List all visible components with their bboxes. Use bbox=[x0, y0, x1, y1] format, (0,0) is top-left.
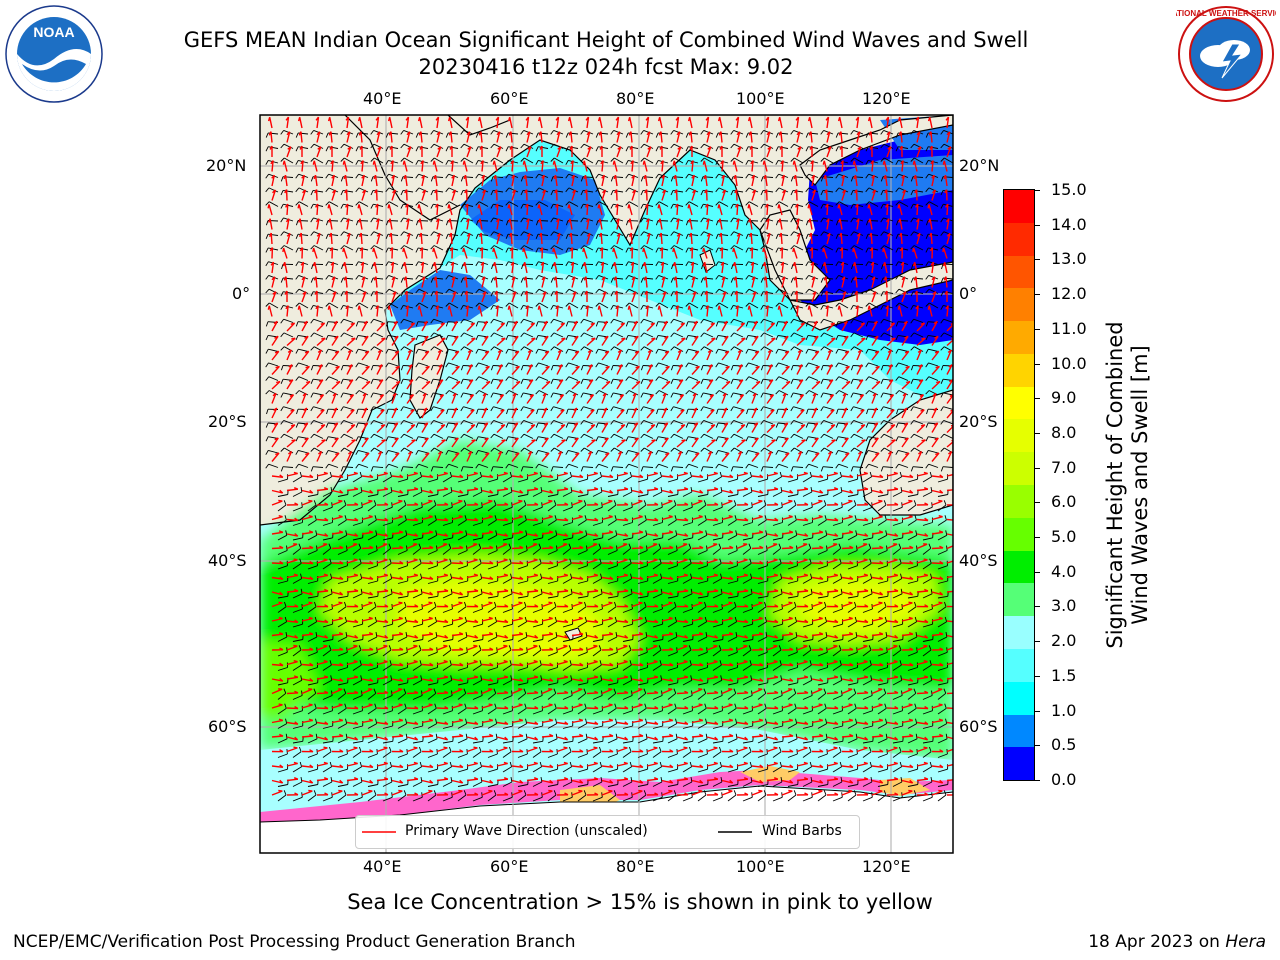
colorbar-tick bbox=[1034, 328, 1040, 330]
lon-tick-top-100e: 100°E bbox=[736, 89, 785, 108]
colorbar-tick bbox=[1034, 398, 1040, 400]
lat-tick-left-60s: 60°S bbox=[208, 717, 247, 736]
colorbar-title: Significant Height of Combined Wind Wave… bbox=[1103, 235, 1153, 735]
colorbar-tick bbox=[1034, 780, 1040, 781]
footer-date: 18 Apr 2023 on Hera bbox=[1088, 932, 1266, 952]
colorbar-segment bbox=[1004, 747, 1034, 781]
colorbar-label: 0.0 bbox=[1051, 770, 1077, 789]
legend-wave-direction: Primary Wave Direction (unscaled) bbox=[405, 823, 648, 839]
colorbar-label: 6.0 bbox=[1051, 492, 1077, 512]
colorbar-label: 8.0 bbox=[1051, 422, 1077, 442]
colorbar-segment bbox=[1004, 222, 1034, 256]
colorbar-tick bbox=[1034, 537, 1040, 539]
colorbar-label: 14.0 bbox=[1051, 214, 1087, 234]
lon-tick-top-40e: 40°E bbox=[363, 89, 402, 108]
chart-title: GEFS MEAN Indian Ocean Significant Heigh… bbox=[183, 28, 1029, 52]
colorbar-label: 0.5 bbox=[1051, 735, 1077, 755]
colorbar-tick bbox=[1034, 467, 1040, 469]
noaa-logo: NOAA bbox=[5, 5, 103, 103]
map-legend: Primary Wave Direction (unscaled) Wind B… bbox=[355, 815, 860, 849]
colorbar-tick bbox=[1034, 641, 1040, 643]
colorbar-tick bbox=[1034, 606, 1040, 608]
colorbar-segment bbox=[1004, 583, 1034, 617]
colorbar-title-line1: Significant Height of Combined bbox=[1103, 321, 1127, 649]
lat-tick-right-60s: 60°S bbox=[959, 717, 998, 736]
lon-tick-bottom-80e: 80°E bbox=[616, 857, 655, 876]
colorbar-tick bbox=[1034, 363, 1040, 365]
lon-tick-bottom-120e: 120°E bbox=[862, 857, 911, 876]
colorbar-label: 3.0 bbox=[1051, 596, 1077, 616]
colorbar-segment bbox=[1004, 321, 1034, 354]
colorbar-title-line2: Wind Waves and Swell [m] bbox=[1128, 345, 1152, 625]
lat-tick-left-40s: 40°S bbox=[208, 551, 247, 570]
colorbar-label: 13.0 bbox=[1051, 249, 1087, 269]
colorbar-label: 1.0 bbox=[1051, 700, 1077, 720]
colorbar-segment bbox=[1004, 616, 1034, 649]
colorbar-segment bbox=[1004, 353, 1034, 387]
lon-tick-top-80e: 80°E bbox=[616, 89, 655, 108]
lat-tick-right-0: 0° bbox=[959, 284, 978, 303]
colorbar-tick bbox=[1034, 745, 1040, 747]
colorbar-tick bbox=[1034, 571, 1040, 573]
sea-ice-caption: Sea Ice Concentration > 15% is shown in … bbox=[347, 890, 933, 914]
legend-wind-barbs: Wind Barbs bbox=[762, 823, 842, 839]
footer-date-text: 18 Apr 2023 on bbox=[1088, 932, 1226, 952]
colorbar-tick bbox=[1034, 502, 1040, 504]
colorbar-tick bbox=[1034, 432, 1040, 434]
lon-tick-bottom-100e: 100°E bbox=[736, 857, 785, 876]
colorbar-label: 2.0 bbox=[1051, 631, 1077, 651]
colorbar-segment bbox=[1004, 714, 1034, 748]
colorbar-segment bbox=[1004, 550, 1034, 584]
nws-logo: NATIONAL WEATHER SERVICE bbox=[1176, 6, 1276, 102]
colorbar-label: 12.0 bbox=[1051, 284, 1087, 304]
colorbar-segment bbox=[1004, 190, 1034, 223]
colorbar-tick bbox=[1034, 675, 1040, 677]
colorbar-segment bbox=[1004, 517, 1034, 551]
colorbar-label: 10.0 bbox=[1051, 353, 1087, 373]
colorbar-segment bbox=[1004, 648, 1034, 682]
colorbar bbox=[1003, 189, 1035, 781]
colorbar-label: 9.0 bbox=[1051, 388, 1077, 408]
lat-tick-right-40s: 40°S bbox=[959, 551, 998, 570]
colorbar-segment bbox=[1004, 485, 1034, 518]
colorbar-tick bbox=[1034, 294, 1040, 296]
footer-credit: NCEP/EMC/Verification Post Processing Pr… bbox=[13, 932, 576, 952]
lon-tick-bottom-60e: 60°E bbox=[490, 857, 529, 876]
colorbar-tick bbox=[1034, 190, 1040, 191]
colorbar-tick bbox=[1034, 224, 1040, 226]
colorbar-segment bbox=[1004, 386, 1034, 420]
lat-tick-left-20n: 20°N bbox=[206, 156, 247, 175]
colorbar-tick bbox=[1034, 710, 1040, 712]
lon-tick-top-120e: 120°E bbox=[862, 89, 911, 108]
colorbar-label: 4.0 bbox=[1051, 561, 1077, 581]
colorbar-segment bbox=[1004, 255, 1034, 289]
footer-host: Hera bbox=[1225, 932, 1266, 952]
chart-subtitle: 20230416 t12z 024h fcst Max: 9.02 bbox=[418, 55, 794, 79]
colorbar-segment bbox=[1004, 419, 1034, 453]
colorbar-label: 7.0 bbox=[1051, 457, 1077, 477]
noaa-logo-text: NOAA bbox=[33, 24, 74, 40]
colorbar-tick bbox=[1034, 259, 1040, 261]
colorbar-label: 15.0 bbox=[1051, 180, 1087, 199]
lat-tick-left-0: 0° bbox=[232, 284, 251, 303]
colorbar-segment bbox=[1004, 452, 1034, 486]
lon-tick-top-60e: 60°E bbox=[490, 89, 529, 108]
colorbar-label: 1.5 bbox=[1051, 665, 1077, 685]
lat-tick-right-20n: 20°N bbox=[959, 156, 1000, 175]
colorbar-segment bbox=[1004, 681, 1034, 715]
colorbar-segment bbox=[1004, 288, 1034, 322]
svg-text:NATIONAL WEATHER SERVICE: NATIONAL WEATHER SERVICE bbox=[1176, 9, 1276, 18]
lon-tick-bottom-40e: 40°E bbox=[363, 857, 402, 876]
lat-tick-right-20s: 20°S bbox=[959, 412, 998, 431]
colorbar-label: 11.0 bbox=[1051, 318, 1087, 338]
lat-tick-left-20s: 20°S bbox=[208, 412, 247, 431]
colorbar-label: 5.0 bbox=[1051, 527, 1077, 547]
